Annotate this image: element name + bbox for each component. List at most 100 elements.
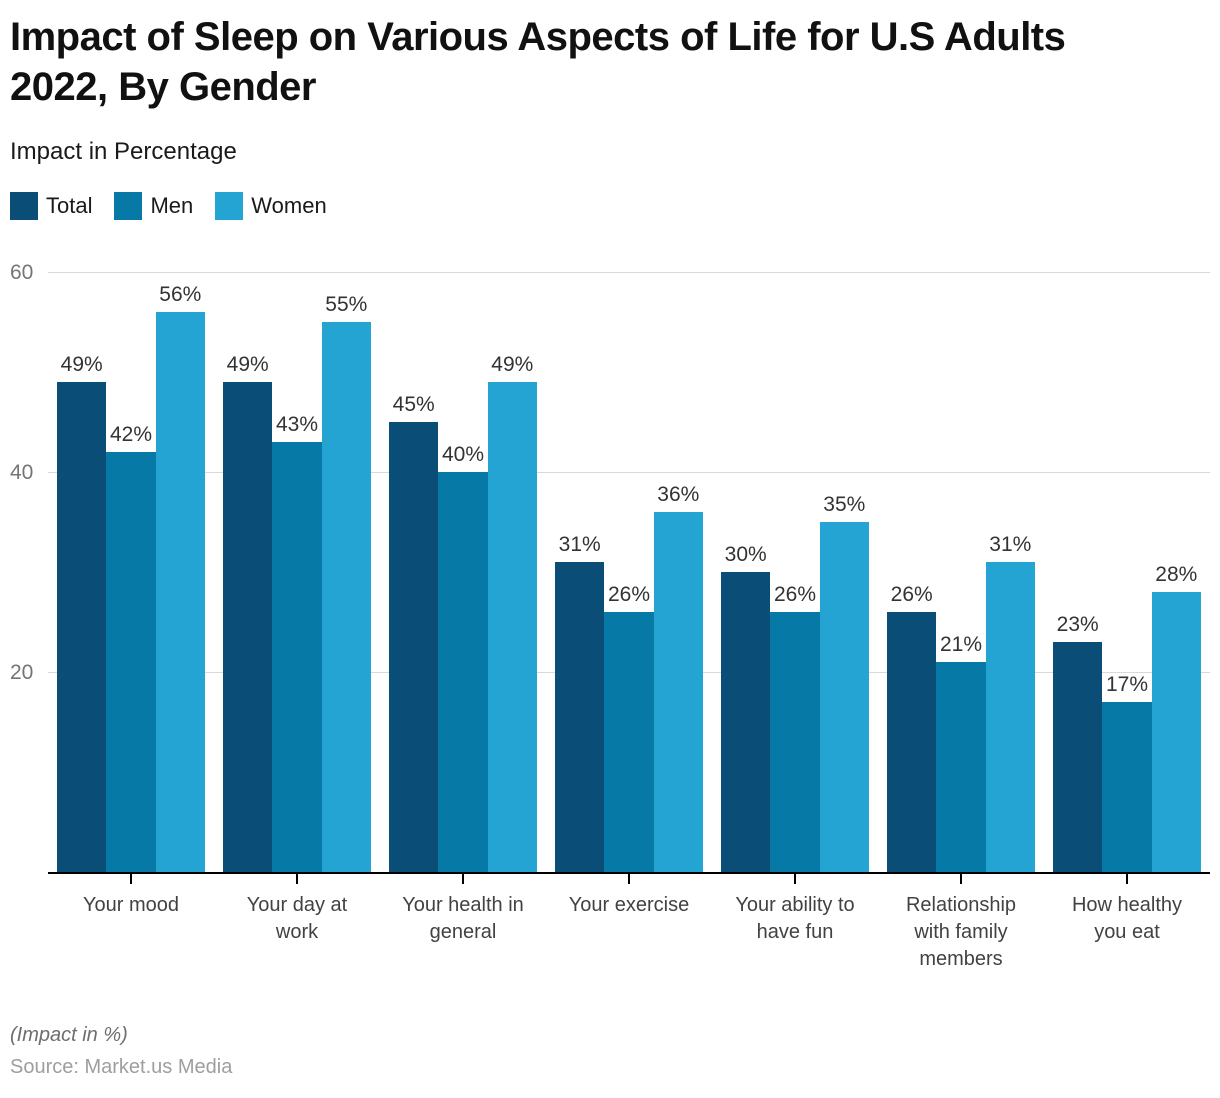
bar-column-men: 26% (770, 583, 820, 872)
y-tick-label-60: 60 (10, 261, 34, 284)
x-axis-category-label: How healthy you eat (1071, 894, 1183, 943)
bar-women (1151, 592, 1201, 872)
x-axis-tick (130, 874, 132, 884)
bar-men (936, 662, 986, 872)
footer-source: Source: Market.us Media (10, 1056, 233, 1078)
x-axis-tick (960, 874, 962, 884)
x-axis-cell: Your exercise (546, 874, 712, 1014)
x-axis-cell: Your mood (48, 874, 214, 1014)
bar-column-men: 42% (106, 423, 156, 872)
bar-column-total: 30% (721, 543, 771, 872)
bar-value-label: 49% (226, 353, 269, 376)
bar-column-men: 43% (272, 413, 322, 872)
bar-total (1053, 642, 1103, 872)
bar-value-label: 40% (441, 443, 484, 466)
x-axis-cell: Your health in general (380, 874, 546, 1014)
bar-group: 26% 21% 31% (878, 272, 1044, 872)
x-axis-category-label: Your exercise (568, 894, 690, 916)
legend-item-women: Women (215, 192, 327, 220)
legend-label-total: Total (46, 193, 93, 218)
x-axis-tick (1126, 874, 1128, 884)
bar-men (272, 442, 322, 872)
bar-total (721, 572, 771, 872)
chart-footer: (Impact in %) Source: Market.us Media (0, 1024, 1220, 1079)
bar-value-label: 42% (109, 423, 152, 446)
legend-swatch-women (215, 192, 244, 220)
x-axis-tick (296, 874, 298, 884)
bar-men (770, 612, 820, 872)
y-tick-label-40: 40 (10, 461, 34, 484)
bar-group: 31% 26% 36% (546, 272, 712, 872)
y-tick-label-20: 20 (10, 661, 34, 684)
bar-column-total: 23% (1053, 613, 1103, 872)
bar-column-women: 36% (653, 483, 703, 872)
bar-column-men: 17% (1102, 673, 1152, 872)
bar-value-label: 17% (1105, 673, 1148, 696)
bar-column-women: 31% (985, 533, 1035, 872)
bar-value-label: 26% (773, 583, 816, 606)
plot-area: 49% 42% 56% 49% 43% 55% 45% 40% 49% 31% 26% 36% 30% 2… (10, 261, 1210, 872)
bar-men (1102, 702, 1152, 872)
legend-item-total: Total (10, 192, 92, 220)
bar-women (321, 322, 371, 872)
x-axis-cell: Your day at work (214, 874, 380, 1014)
bar-column-women: 28% (1151, 563, 1201, 872)
bar-value-label: 30% (724, 543, 767, 566)
bar-value-label: 31% (989, 533, 1032, 556)
chart-header: Impact of Sleep on Various Aspects of Li… (0, 0, 1220, 220)
bar-column-women: 35% (819, 493, 869, 872)
bar-group: 30% 26% 35% (712, 272, 878, 872)
bar-women (487, 382, 537, 872)
bar-men (604, 612, 654, 872)
bar-value-label: 43% (275, 413, 318, 436)
bar-group: 45% 40% 49% (380, 272, 546, 872)
gridline-40 (48, 472, 1210, 473)
bar-groups: 49% 42% 56% 49% 43% 55% 45% 40% 49% 31% 26% 36% 30% 2… (48, 272, 1210, 872)
bar-chart: 49% 42% 56% 49% 43% 55% 45% 40% 49% 31% 26% 36% 30% 2… (0, 261, 1220, 1014)
bar-group: 23% 17% 28% (1044, 272, 1210, 872)
bar-column-total: 31% (555, 533, 605, 872)
bar-column-women: 56% (155, 283, 205, 872)
x-axis-category-label: Your ability to have fun (735, 894, 855, 943)
x-axis-cell: Your ability to have fun (712, 874, 878, 1014)
x-axis-cell: Relationship with family members (878, 874, 1044, 1014)
bar-value-label: 56% (159, 283, 202, 306)
x-axis-line (48, 872, 1210, 874)
x-axis-tick (628, 874, 630, 884)
bar-value-label: 49% (60, 353, 103, 376)
x-axis-category-label: Your mood (83, 894, 179, 916)
bar-value-label: 26% (607, 583, 650, 606)
chart-subtitle: Impact in Percentage (10, 138, 237, 165)
legend-swatch-men (114, 192, 143, 220)
x-axis-category-label: Your health in general (402, 894, 524, 943)
bar-total (389, 422, 439, 872)
bar-value-label: 31% (558, 533, 601, 556)
legend-swatch-total (10, 192, 38, 220)
bar-total (223, 382, 273, 872)
bar-value-label: 55% (325, 293, 368, 316)
bar-women (653, 512, 703, 872)
legend-label-men: Men (150, 193, 194, 218)
bar-group: 49% 43% 55% (214, 272, 380, 872)
bar-value-label: 49% (491, 353, 534, 376)
x-axis-tick (794, 874, 796, 884)
bar-column-total: 49% (223, 353, 273, 872)
legend-label-women: Women (251, 193, 327, 218)
bar-men (106, 452, 156, 872)
bar-women (819, 522, 869, 872)
footer-note: (Impact in %) (10, 1024, 128, 1046)
chart-title: Impact of Sleep on Various Aspects of Li… (10, 15, 1066, 109)
bar-column-total: 45% (389, 393, 439, 872)
gridline-60 (48, 272, 1210, 273)
x-axis-tick (462, 874, 464, 884)
bar-value-label: 45% (392, 393, 435, 416)
bar-men (438, 472, 488, 872)
legend-item-men: Men (114, 192, 193, 220)
bar-column-men: 40% (438, 443, 488, 872)
bar-group: 49% 42% 56% (48, 272, 214, 872)
bar-value-label: 36% (657, 483, 700, 506)
bar-column-women: 55% (321, 293, 371, 872)
x-axis-cell: How healthy you eat (1044, 874, 1210, 1014)
bar-value-label: 21% (939, 633, 982, 656)
bar-women (155, 312, 205, 872)
